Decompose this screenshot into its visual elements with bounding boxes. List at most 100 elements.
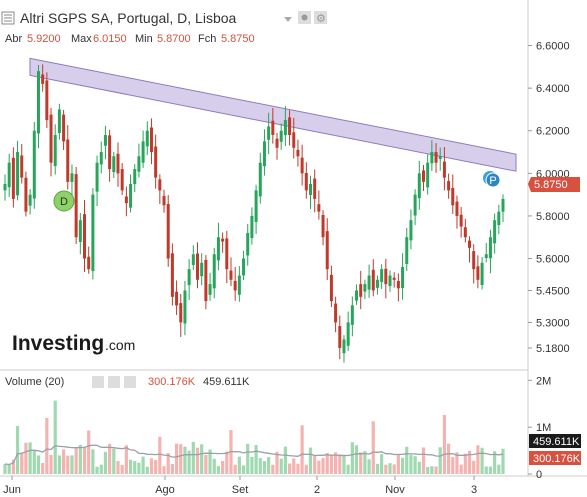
volume-bar <box>275 451 279 474</box>
volume-bar <box>342 455 346 474</box>
volume-ma-line <box>4 444 504 466</box>
volume-bar <box>74 447 78 474</box>
volume-bar <box>145 466 149 474</box>
volume-bar <box>417 461 421 474</box>
candle-body <box>78 220 82 242</box>
volume-bar <box>258 458 262 474</box>
volume-tick-label: 2M <box>536 375 551 387</box>
volume-tick-label: 0 <box>536 469 542 481</box>
volume-bar <box>112 448 116 474</box>
candle-body <box>426 162 430 188</box>
candle-body <box>417 173 421 199</box>
volume-bar <box>208 449 212 474</box>
candle-body <box>229 270 233 280</box>
candle-body <box>225 238 229 270</box>
volume-bar <box>57 455 62 474</box>
candle-body <box>166 203 170 259</box>
volume-bar <box>174 443 179 474</box>
candle-body <box>242 258 246 276</box>
candle-body <box>401 267 405 289</box>
volume-eye-icon[interactable] <box>92 376 104 388</box>
volume-bar <box>61 449 66 474</box>
candle-body <box>329 274 333 302</box>
volume-bar <box>216 466 221 474</box>
candle-body <box>145 130 149 147</box>
candle-body <box>384 268 388 285</box>
candle-body <box>62 114 66 142</box>
volume-bar <box>405 446 409 474</box>
volume-last-tag: 459.611K <box>529 434 581 448</box>
candle-body <box>497 211 501 226</box>
price-tick-label: 5.4500 <box>536 285 570 297</box>
candle-body <box>120 169 124 191</box>
candle-body <box>501 198 505 212</box>
candle-body <box>108 135 112 170</box>
candle-body <box>388 275 392 286</box>
volume-bar <box>70 455 74 474</box>
candle-body <box>3 183 7 191</box>
candle-body <box>179 303 183 323</box>
candle-body <box>149 127 153 153</box>
candle-body <box>438 156 442 160</box>
candle-body <box>246 232 250 256</box>
volume-bar <box>32 449 36 474</box>
volume-bar <box>137 462 141 474</box>
volume-bar <box>359 452 363 474</box>
candle-body <box>216 237 220 261</box>
volume-bar <box>338 454 342 474</box>
volume-settings-icon[interactable] <box>108 376 120 388</box>
volume-bar <box>317 460 321 474</box>
candle-body <box>112 156 116 173</box>
volume-bar <box>204 454 208 474</box>
volume-bar <box>103 451 108 474</box>
volume-bar <box>493 451 497 474</box>
candle-body <box>191 254 195 265</box>
candle-body <box>24 177 28 212</box>
svg-text:Volume (20): Volume (20) <box>5 376 64 388</box>
volume-bar <box>300 425 304 474</box>
volume-bar <box>250 456 254 474</box>
candle-body <box>375 279 379 288</box>
volume-tick-label: 1M <box>536 422 551 434</box>
candle-body <box>405 237 409 264</box>
price-tick-label: 6.6000 <box>536 41 570 53</box>
dividend-marker[interactable]: D <box>53 190 75 212</box>
volume-bar <box>237 456 241 474</box>
volume-bar <box>154 460 158 474</box>
candle-body <box>28 194 32 206</box>
open-value: 5.9200 <box>27 33 61 45</box>
menu-icon[interactable] <box>1 11 15 25</box>
volume-bar <box>3 464 7 474</box>
settings-icon[interactable] <box>314 11 327 24</box>
event-marker[interactable]: P <box>483 171 501 188</box>
volume-bar <box>158 436 162 474</box>
volume-bar <box>233 464 237 474</box>
title-dropdown-icon[interactable] <box>284 17 292 22</box>
volume-bar <box>400 457 405 474</box>
candle-body <box>154 146 158 178</box>
volume-bar <box>409 455 413 474</box>
price-tick-label: 5.6000 <box>536 254 570 266</box>
candle-body <box>459 214 463 227</box>
volume-bar <box>375 463 380 474</box>
volume-bar <box>430 466 434 474</box>
candle-body <box>434 152 438 163</box>
candle-body <box>296 149 300 157</box>
candle-body <box>317 204 321 212</box>
candle-body <box>493 220 497 244</box>
volume-close-icon[interactable] <box>124 376 136 388</box>
volume-bar <box>421 447 426 474</box>
candle-body <box>53 135 57 167</box>
candle-body <box>300 157 304 174</box>
volume-bar <box>287 463 292 474</box>
candle-body <box>187 269 191 286</box>
volume-bar <box>380 454 384 474</box>
volume-bar <box>384 464 388 474</box>
candle-body <box>83 214 87 259</box>
candle-body <box>325 231 329 270</box>
candle-body <box>87 256 91 270</box>
candle-body <box>116 153 120 174</box>
candle-body <box>95 162 99 192</box>
candle-body <box>137 156 141 172</box>
